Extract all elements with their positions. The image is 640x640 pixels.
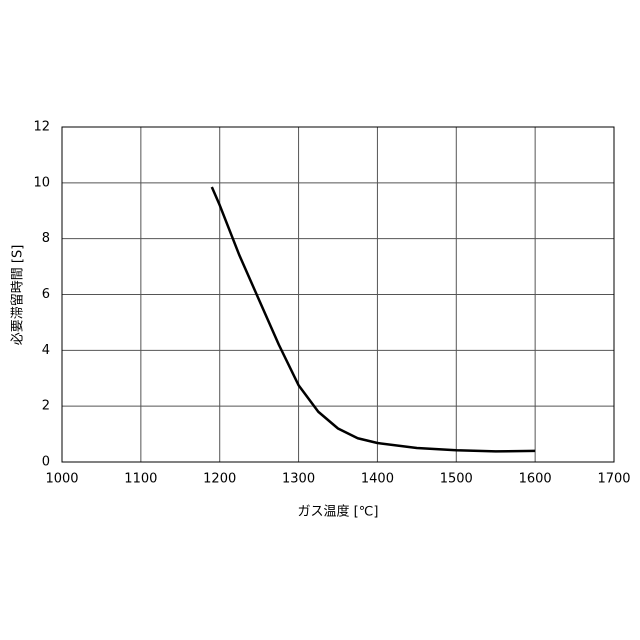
- chart: ガス温度 [℃] 必要滞留時間 [S] 0 2 4 6 8 10 12 1000 1100 120…: [0, 0, 640, 640]
- y-tick-label: 8: [42, 231, 50, 246]
- y-tick-label: 12: [33, 120, 50, 135]
- x-tick-label: 1400: [361, 472, 394, 487]
- x-tick-label: 1100: [124, 472, 157, 487]
- y-tick-label: 4: [42, 343, 50, 358]
- y-tick-label: 2: [42, 399, 50, 414]
- y-tick-label: 10: [33, 175, 50, 190]
- y-tick-label: 6: [42, 287, 50, 302]
- x-axis-label: ガス温度 [℃]: [298, 504, 379, 520]
- x-tick-label: 1200: [203, 472, 236, 487]
- x-tick-label: 1500: [440, 472, 473, 487]
- x-tick-label: 1300: [282, 472, 315, 487]
- x-tick-label: 1600: [519, 472, 552, 487]
- x-tick-label: 1000: [45, 472, 78, 487]
- background: [0, 0, 640, 640]
- y-axis-label: 必要滞留時間 [S]: [11, 245, 26, 346]
- x-tick-label: 1700: [597, 472, 630, 487]
- y-tick-label: 0: [42, 455, 50, 470]
